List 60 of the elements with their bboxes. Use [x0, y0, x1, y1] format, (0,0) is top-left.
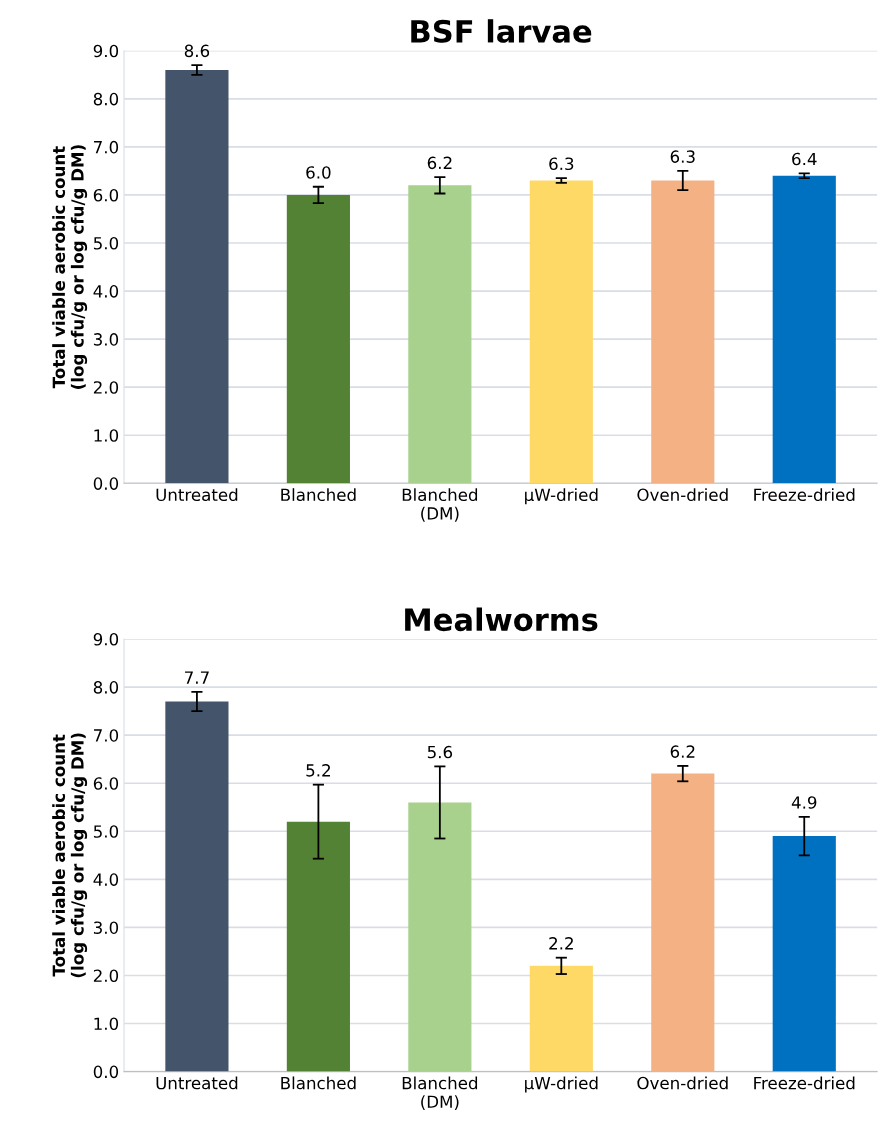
x-tick-label: Blanched (DM) [402, 1076, 478, 1110]
bar [529, 965, 593, 1072]
bar [286, 821, 350, 1072]
bar [772, 836, 836, 1072]
y-tick-label: 7.0 [94, 140, 119, 154]
chart-title: Mealworms [405, 607, 598, 632]
y-tick-label: 7.0 [94, 729, 119, 742]
data-label: 2.2 [549, 937, 573, 950]
x-tick-label: µW-dried [525, 488, 598, 505]
data-label: 6.4 [792, 152, 817, 166]
x-tick-label: Blanched [281, 488, 356, 502]
y-tick-label: 1.0 [94, 429, 119, 442]
data-label: 6.2 [670, 745, 695, 758]
x-tick-label: Untreated [156, 1076, 238, 1090]
chart-title: BSF larvae [411, 19, 592, 43]
y-tick-label: 0.0 [93, 1065, 119, 1079]
x-tick-label: µW-dried [525, 1076, 598, 1093]
x-tick-label: Oven-dried [637, 1076, 728, 1090]
x-tick-label: Untreated [156, 488, 238, 502]
y-tick-label: 9.0 [93, 44, 119, 58]
x-tick-label: Oven-dried [637, 488, 728, 502]
bar [165, 701, 229, 1072]
y-tick-label: 3.0 [93, 333, 119, 346]
x-tick-label: Blanched [281, 1076, 356, 1090]
data-label: 6.3 [549, 157, 574, 171]
data-label: 6.2 [427, 156, 452, 170]
y-tick-label: 6.0 [93, 777, 119, 790]
bar [772, 175, 836, 484]
bar [651, 773, 715, 1072]
x-tick-label: Freeze-dried [754, 488, 855, 502]
data-label: 7.7 [185, 671, 209, 684]
y-tick-label: 1.0 [94, 1017, 119, 1031]
data-label: 5.2 [306, 764, 330, 777]
bar [165, 69, 229, 484]
y-tick-label: 4.0 [93, 873, 119, 886]
x-tick-label: Blanched (DM) [402, 488, 478, 522]
y-tick-label: 9.0 [93, 633, 119, 646]
y-tick-label: 5.0 [93, 825, 119, 838]
y-tick-label: 2.0 [93, 381, 119, 394]
data-label: 5.6 [427, 745, 453, 759]
y-axis-title: Total viable aerobic count (log cfu/g or log cfu/g DM) [52, 733, 88, 978]
x-tick-label: Freeze-dried [754, 1076, 855, 1090]
bar [408, 185, 472, 484]
bar [286, 194, 350, 484]
y-tick-label: 3.0 [93, 921, 119, 934]
y-tick-label: 6.0 [93, 188, 119, 202]
y-tick-label: 4.0 [93, 285, 119, 298]
y-tick-label: 8.0 [93, 92, 119, 106]
y-tick-label: 5.0 [93, 236, 119, 250]
data-label: 6.0 [306, 166, 331, 179]
data-label: 4.9 [791, 796, 817, 809]
data-label: 8.6 [184, 44, 210, 58]
y-tick-label: 0.0 [93, 477, 119, 490]
y-tick-label: 2.0 [93, 969, 119, 983]
bar [651, 180, 715, 484]
y-axis-title: Total viable aerobic count (log cfu/g or log cfu/g DM) [52, 145, 88, 389]
bar [408, 802, 472, 1072]
data-label: 6.3 [670, 150, 695, 163]
bar [529, 180, 593, 484]
y-tick-label: 8.0 [93, 681, 119, 694]
